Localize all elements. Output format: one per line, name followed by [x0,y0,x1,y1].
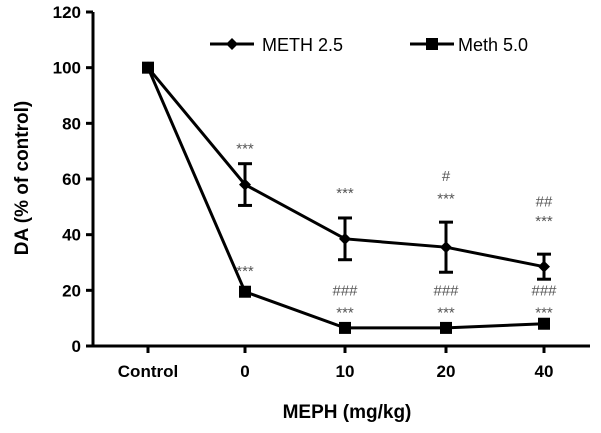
series-2 [142,61,550,334]
significance-mark: ### [332,282,358,299]
data-point [440,241,452,254]
x-tick-label: 40 [535,362,554,381]
significance-mark: *** [236,140,254,157]
y-tick-label: 0 [72,337,81,356]
y-tick-label: 60 [62,170,81,189]
y-tick-label: 100 [53,59,81,78]
series-1 [142,61,551,281]
axes: 0 20 40 60 80 100 120 Control 0 10 20 40 [53,3,590,381]
significance-mark: *** [437,305,455,322]
significance-mark: ### [531,282,557,299]
y-tick-label: 80 [62,114,81,133]
data-point [239,285,251,298]
significance-mark: *** [236,263,254,280]
legend-label: Meth 5.0 [458,35,528,55]
significance-mark: *** [437,190,455,207]
y-axis-title: DA (% of control) [12,101,33,255]
legend: METH 2.5 Meth 5.0 [210,35,528,55]
significance-mark: # [442,168,451,185]
y-tick-label: 120 [53,3,81,22]
annotation-layer: *** *** *** ### *** # *** ### *** ## *** ### *** [236,140,557,321]
x-tick-label: 0 [240,362,249,381]
legend-marker [226,38,238,50]
data-point [339,232,351,245]
x-tick-label: 20 [437,362,456,381]
legend-item-2: Meth 5.0 [410,35,528,55]
data-point [239,178,251,191]
significance-mark: *** [336,185,354,202]
significance-mark: *** [535,213,553,230]
y-tick-label: 40 [62,226,81,245]
data-point [538,260,550,273]
data-point [339,321,351,334]
data-point [440,321,452,334]
x-tick-label: Control [118,362,178,381]
x-tick-label: 10 [336,362,355,381]
legend-label: METH 2.5 [262,35,343,55]
legend-item-1: METH 2.5 [210,35,343,55]
data-point [538,317,550,330]
significance-mark: ### [433,282,459,299]
x-axis-title: MEPH (mg/kg) [283,402,412,423]
series-layer [142,61,551,334]
legend-marker [426,38,438,50]
data-point [142,61,154,74]
significance-mark: *** [336,305,354,322]
significance-mark: *** [535,305,553,322]
y-tick-label: 20 [62,281,81,300]
significance-mark: ## [536,193,553,210]
